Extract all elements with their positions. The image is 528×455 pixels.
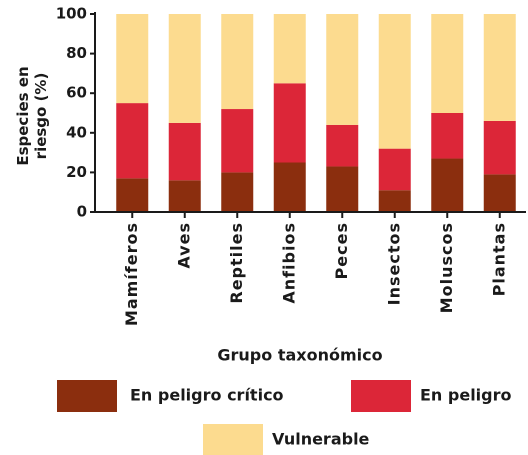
x-tick-label: Aves bbox=[174, 222, 193, 269]
x-tick-label: Reptiles bbox=[227, 222, 246, 304]
y-tick-label: 60 bbox=[66, 84, 87, 102]
bar-segment bbox=[431, 113, 464, 159]
bar-segment bbox=[431, 14, 464, 113]
bar-segment bbox=[221, 109, 254, 173]
bar-segment bbox=[483, 174, 516, 212]
bar-segment bbox=[326, 166, 359, 212]
bar-segment bbox=[431, 158, 464, 212]
bar-segment bbox=[326, 14, 359, 125]
bar-segment bbox=[378, 14, 411, 149]
bar-segment bbox=[273, 162, 306, 212]
bar-segment bbox=[116, 178, 149, 212]
legend-label: En peligro crítico bbox=[130, 386, 284, 405]
bar-segment bbox=[378, 190, 411, 212]
bar-segment bbox=[168, 14, 201, 123]
x-tick-label: Peces bbox=[332, 222, 351, 279]
y-tick-label: 0 bbox=[77, 203, 87, 221]
y-tick-label: 100 bbox=[56, 5, 87, 23]
legend-swatch bbox=[57, 380, 117, 412]
x-tick-label: Moluscos bbox=[437, 222, 456, 313]
bar-segment bbox=[221, 172, 254, 212]
x-axis-title: Grupo taxonómico bbox=[217, 346, 382, 365]
bar-segment bbox=[168, 122, 201, 181]
bar-segment bbox=[116, 103, 149, 179]
x-tick-label: Anfibios bbox=[279, 222, 298, 304]
y-tick-label: 80 bbox=[66, 44, 87, 62]
legend-swatch bbox=[203, 424, 263, 455]
bar-segment bbox=[483, 120, 516, 175]
bar-segment bbox=[326, 124, 359, 167]
bar-segment bbox=[273, 14, 306, 84]
y-axis-title: Especies en riesgo (%) bbox=[14, 66, 50, 166]
bar-segment bbox=[168, 180, 201, 212]
bar-segment bbox=[116, 14, 149, 104]
bar-segment bbox=[221, 14, 254, 110]
legend-label: Vulnerable bbox=[272, 430, 370, 449]
y-tick-label: 20 bbox=[66, 163, 87, 181]
bar-segment bbox=[483, 14, 516, 121]
legend-swatch bbox=[351, 380, 411, 412]
x-tick-label: Plantas bbox=[489, 222, 508, 296]
legend-label: En peligro bbox=[420, 386, 512, 405]
y-tick-label: 40 bbox=[66, 123, 87, 141]
bar-segment bbox=[378, 148, 411, 191]
bar-segment bbox=[273, 83, 306, 163]
x-tick-label: Insectos bbox=[384, 222, 403, 305]
x-tick-label: Mamíferos bbox=[122, 222, 141, 326]
